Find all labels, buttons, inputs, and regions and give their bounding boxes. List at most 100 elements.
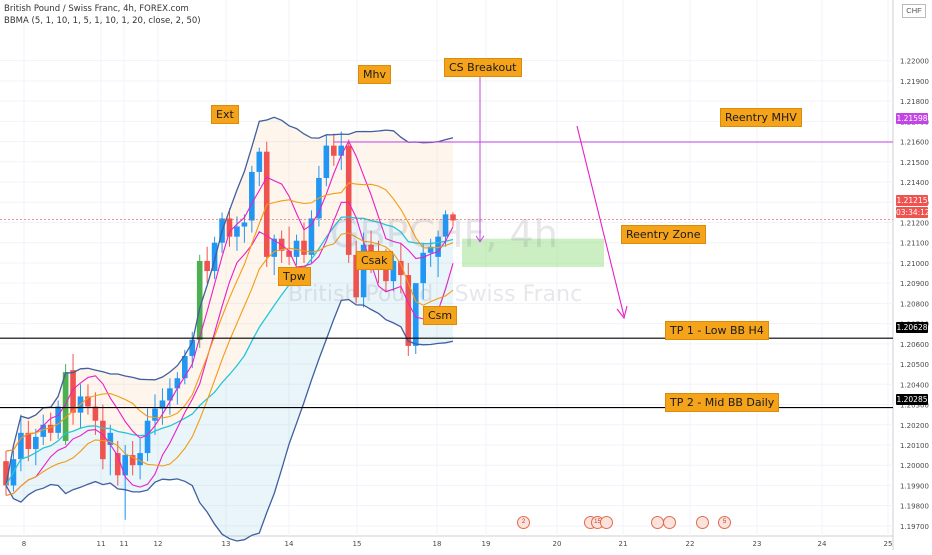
candle-body	[144, 420, 151, 454]
candle-body	[286, 250, 292, 257]
candle-body	[182, 355, 188, 379]
upper-band-fill	[6, 117, 453, 486]
candle-body	[55, 406, 61, 433]
x-tick-label: 20	[553, 540, 562, 548]
event-marker-icon[interactable]	[663, 516, 676, 529]
label-mhv: Mhv	[358, 65, 391, 84]
y-tick-label: 1.22000	[900, 58, 929, 66]
event-marker-icon[interactable]	[696, 516, 709, 529]
projection-arrowhead	[616, 305, 628, 320]
price-box-tp1: 1.20628	[896, 322, 928, 333]
candle-body	[129, 455, 136, 466]
y-tick-label: 1.20100	[900, 442, 929, 450]
x-tick-label: 21	[619, 540, 628, 548]
y-tick-label: 1.19800	[900, 503, 929, 511]
candle-body	[107, 432, 114, 445]
y-tick-label: 1.19900	[900, 482, 929, 490]
label-cs-breakout: CS Breakout	[444, 58, 522, 77]
label-reentry-mhv: Reentry MHV	[720, 108, 802, 127]
candle-body	[174, 378, 181, 389]
candle-body	[293, 240, 300, 257]
candle-body	[189, 339, 196, 356]
price-box-tp2: 1.20285	[896, 394, 928, 405]
label-csm: Csm	[423, 306, 458, 325]
candle-body	[62, 372, 69, 441]
candle-body	[450, 214, 456, 221]
candle-body	[323, 145, 330, 178]
candle-body	[85, 396, 91, 407]
candle-body	[152, 408, 158, 421]
y-tick-label: 1.21000	[900, 260, 929, 268]
chart-title: British Pound / Swiss Franc, 4h, FOREX.c…	[4, 4, 189, 14]
x-tick-label: 24	[818, 540, 827, 548]
x-tick-label: 25	[884, 540, 893, 548]
ma5-low-line	[5, 201, 454, 497]
label-reentry-zone: Reentry Zone	[621, 225, 706, 244]
candle-body	[271, 238, 277, 257]
candle-body	[249, 171, 255, 221]
cs-breakout-arrowhead	[475, 235, 485, 243]
candle-body	[204, 260, 210, 272]
countdown-box: 03:34:12	[896, 207, 930, 218]
x-tick-label: 15	[353, 540, 362, 548]
candle-body	[241, 222, 248, 227]
reentry-zone-box	[462, 238, 604, 267]
y-tick-label: 1.20200	[900, 422, 929, 430]
x-tick-label: 19	[482, 540, 491, 548]
x-tick-label: 11	[97, 540, 106, 548]
candle-body	[301, 240, 307, 255]
x-tick-label: 8	[22, 540, 26, 548]
y-tick-label: 1.21400	[900, 179, 929, 187]
ma10-high-line	[5, 182, 454, 452]
candle-body	[211, 242, 218, 272]
y-tick-label: 1.20400	[900, 381, 929, 389]
y-tick-label: 1.21200	[900, 219, 929, 227]
candle-body	[234, 226, 240, 237]
candle-body	[390, 260, 397, 282]
label-ext: Ext	[211, 105, 239, 124]
x-tick-label: 22	[686, 540, 695, 548]
label-tp2: TP 2 - Mid BB Daily	[665, 393, 780, 412]
candle-body	[70, 370, 76, 413]
candle-body	[114, 453, 121, 476]
x-tick-label: 13	[222, 540, 231, 548]
candle-body	[137, 453, 143, 466]
event-marker-icon[interactable]	[600, 516, 613, 529]
y-tick-label: 1.20300	[900, 402, 929, 410]
currency-badge[interactable]: CHF	[902, 4, 926, 18]
event-marker-icon[interactable]: 5	[718, 516, 731, 529]
candle-body	[442, 214, 449, 237]
y-tick-label: 1.21800	[900, 98, 929, 106]
x-tick-label: 14	[285, 540, 294, 548]
label-tp1: TP 1 - Low BB H4	[665, 321, 769, 340]
candle-body	[3, 461, 9, 486]
y-tick-label: 1.20000	[900, 462, 929, 470]
y-tick-label: 1.21600	[900, 139, 929, 147]
candle-body	[338, 145, 345, 156]
price-box-current: 1.21215	[896, 195, 928, 206]
y-tick-label: 1.21500	[900, 159, 929, 167]
x-tick-label: 18	[433, 540, 442, 548]
candle-body	[40, 424, 47, 437]
y-tick-label: 1.20500	[900, 361, 929, 369]
candle-body	[427, 246, 434, 253]
x-tick-label: 23	[753, 540, 762, 548]
candle-body	[256, 151, 263, 172]
candle-body	[412, 283, 419, 346]
candle-body	[196, 260, 203, 340]
event-marker-icon[interactable]: 2	[517, 516, 530, 529]
candle-body	[122, 455, 128, 476]
bb-lower-line	[5, 298, 454, 542]
candle-body	[18, 432, 24, 460]
ma10-low-line	[5, 232, 454, 497]
candle-body	[383, 269, 389, 282]
y-tick-label: 1.20600	[900, 341, 929, 349]
candle-body	[405, 275, 412, 346]
projection-arrow	[576, 125, 625, 317]
candle-body	[345, 145, 352, 255]
y-tick-label: 1.21100	[900, 240, 929, 248]
candle-body	[25, 432, 32, 450]
candle-body	[159, 400, 166, 409]
